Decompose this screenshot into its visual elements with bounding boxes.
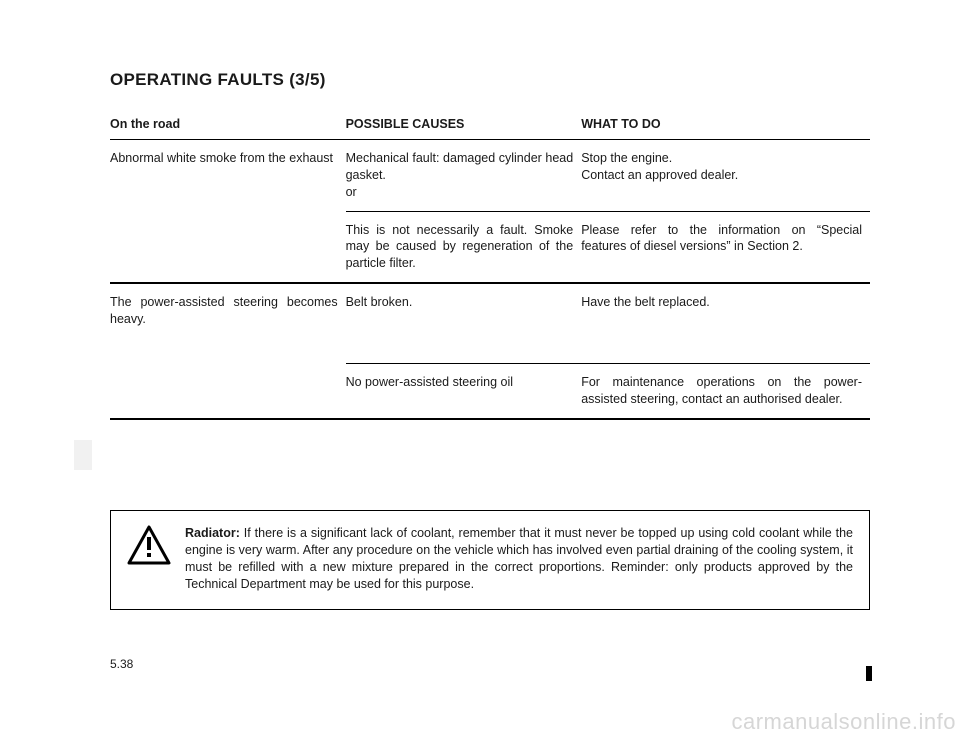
cell-cause-text: Mechanical fault: damaged cylinder head …: [346, 151, 574, 182]
table-header-row: On the road POSSIBLE CAUSES WHAT TO DO: [110, 112, 870, 139]
page-title: OPERATING FAULTS (3/5): [110, 70, 870, 90]
cell-action: Please refer to the information on “Spec…: [581, 211, 870, 283]
end-mark: [866, 666, 872, 681]
cell-cause-or: or: [346, 185, 357, 199]
warning-box: Radiator: If there is a significant lack…: [110, 510, 870, 610]
title-main: OPERATING FAULTS: [110, 70, 284, 89]
warning-body: If there is a significant lack of coolan…: [185, 526, 853, 591]
cell-symptom: [110, 211, 346, 283]
warning-text: Radiator: If there is a significant lack…: [185, 525, 853, 593]
cell-symptom: [110, 364, 346, 419]
cell-symptom: Abnormal white smoke from the exhaust: [110, 139, 346, 211]
table-row: No power-assisted steering oil For maint…: [110, 364, 870, 419]
cell-symptom: The power-assisted steering becomes heav…: [110, 283, 346, 364]
faults-table: On the road POSSIBLE CAUSES WHAT TO DO A…: [110, 112, 870, 420]
side-tab: [74, 440, 92, 470]
warning-icon: [127, 525, 171, 593]
page-number: 5.38: [110, 657, 133, 671]
cell-cause: Belt broken.: [346, 283, 582, 364]
table-row: The power-assisted steering becomes heav…: [110, 283, 870, 364]
header-cause: POSSIBLE CAUSES: [346, 112, 582, 139]
header-symptom: On the road: [110, 112, 346, 139]
cell-action: For maintenance operations on the power-…: [581, 364, 870, 419]
warning-lead: Radiator:: [185, 526, 240, 540]
cell-action: Have the belt replaced.: [581, 283, 870, 364]
cell-cause: No power-assisted steering oil: [346, 364, 582, 419]
watermark: carmanualsonline.info: [731, 709, 960, 735]
cell-action: Stop the engine. Contact an approved dea…: [581, 139, 870, 211]
header-action: WHAT TO DO: [581, 112, 870, 139]
cell-cause: This is not necessarily a fault. Smoke m…: [346, 211, 582, 283]
table-row: Abnormal white smoke from the exhaust Me…: [110, 139, 870, 211]
title-sub: (3/5): [289, 70, 325, 89]
cell-cause: Mechanical fault: damaged cylinder head …: [346, 139, 582, 211]
table-row: This is not necessarily a fault. Smoke m…: [110, 211, 870, 283]
